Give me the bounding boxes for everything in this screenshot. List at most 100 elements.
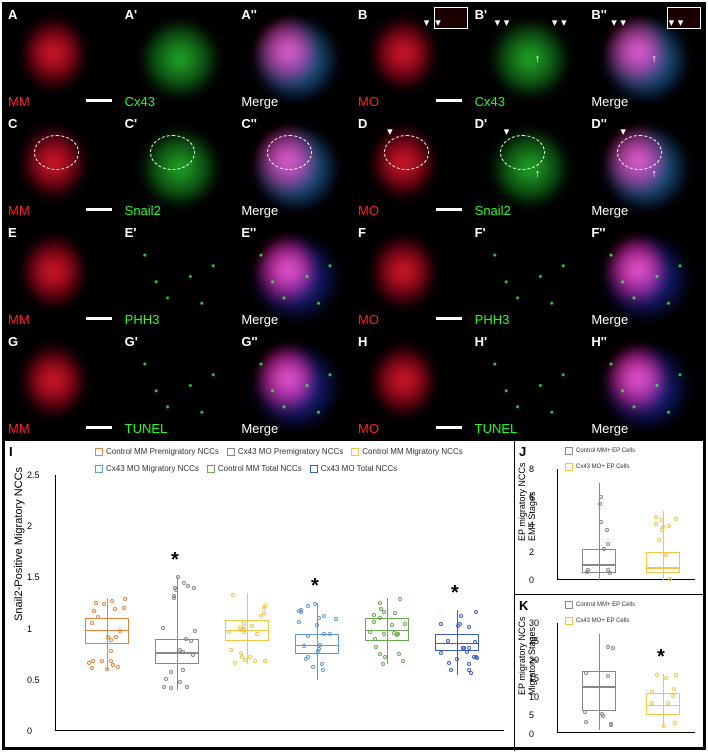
ytick-label: 6 — [529, 492, 534, 502]
ytick-label: 0.5 — [27, 675, 40, 685]
figure-container: AMMA'Cx43A''MergeBMO▾▾B'Cx43▾▾▾▾↑B''Merg… — [2, 2, 706, 750]
panel-letter: G — [8, 334, 18, 349]
panel-letter: C' — [125, 116, 137, 131]
arrow-marker: ▾ — [561, 16, 567, 29]
arrow-marker: ▾ — [435, 16, 441, 29]
channel-label: MM — [8, 312, 30, 327]
arrow-marker: ↑ — [651, 168, 657, 180]
panel-letter: H — [358, 334, 367, 349]
ytick-label: 20 — [529, 655, 539, 665]
arrow-marker: ▾ — [552, 16, 558, 29]
ytick-label: 15 — [529, 673, 539, 683]
ytick-label: 5 — [529, 710, 534, 720]
arrow-marker: ▾ — [504, 16, 510, 29]
box — [582, 671, 616, 712]
legend-item: Control MM Premigratory NCCs — [95, 447, 219, 456]
channel-label: MO — [358, 312, 379, 327]
panel-B: BMO▾▾ — [355, 5, 470, 112]
chart-I-label: I — [9, 444, 13, 459]
charts-container: I Snail2-Positive Migratory NCCs Control… — [5, 441, 703, 747]
box — [155, 639, 199, 665]
x-axis — [55, 730, 504, 731]
scalebar — [436, 426, 462, 429]
chart-K-plot: 051015202530* — [557, 623, 695, 734]
panel-C: CMM — [5, 114, 120, 221]
arrow-marker: ▾ — [387, 125, 393, 138]
chart-I-legend: Control MM Premigratory NCCs Cx43 MO Prem… — [95, 447, 495, 473]
panel-letter: B — [358, 7, 367, 22]
roi-outline — [384, 135, 429, 170]
box — [225, 620, 269, 640]
chart-I: I Snail2-Positive Migratory NCCs Control… — [5, 441, 515, 751]
panel-letter: E'' — [241, 225, 256, 240]
panel-G': G'TUNEL — [122, 332, 237, 439]
panel-H'': H''Merge — [588, 332, 703, 439]
chart-K-label: K — [519, 598, 528, 613]
chart-right-column: J EP migratory NCCsEMT Stages Control MM… — [515, 441, 703, 747]
arrow-marker: ▾ — [495, 16, 501, 29]
arrow-marker: ↑ — [535, 53, 541, 65]
y-axis — [557, 623, 558, 734]
scalebar — [436, 208, 462, 211]
chart-J-label: J — [519, 444, 526, 459]
arrow-marker: ▾ — [620, 125, 626, 138]
scalebar — [86, 426, 112, 429]
ytick-label: 1 — [27, 624, 32, 634]
channel-label: MM — [8, 94, 30, 109]
ytick-label: 30 — [529, 618, 539, 628]
scalebar — [436, 317, 462, 320]
channel-label: Snail2 — [475, 203, 511, 218]
panel-letter: F' — [475, 225, 486, 240]
channel-label: Merge — [591, 312, 628, 327]
channel-label: Merge — [241, 203, 278, 218]
y-axis — [55, 475, 56, 731]
panel-letter: D — [358, 116, 367, 131]
panel-letter: A' — [125, 7, 137, 22]
scalebar — [436, 99, 462, 102]
legend-item: Cx43 MO Premigratory NCCs — [227, 447, 343, 456]
ytick-label: 0 — [27, 726, 32, 736]
channel-label: Merge — [241, 312, 278, 327]
panel-letter: D' — [475, 116, 487, 131]
ytick-label: 2 — [529, 547, 534, 557]
legend-item: Cx43 MO Migratory NCCs — [95, 464, 199, 473]
ytick-label: 4 — [529, 520, 534, 530]
panel-letter: B'' — [591, 7, 607, 22]
ytick-label: 2 — [27, 521, 32, 531]
panel-H: HMO — [355, 332, 470, 439]
arrow-marker: ▾ — [620, 16, 626, 29]
significance-star: * — [311, 575, 319, 598]
panel-letter: B' — [475, 7, 487, 22]
legend-item: Control MM+ EP Cells — [565, 601, 635, 609]
panel-letter: F — [358, 225, 366, 240]
panel-C': C'Snail2 — [122, 114, 237, 221]
panel-B': B'Cx43▾▾▾▾↑ — [472, 5, 587, 112]
arrow-marker: ↑ — [651, 53, 657, 65]
significance-star: * — [171, 549, 179, 572]
panel-letter: E — [8, 225, 17, 240]
panel-letter: C'' — [241, 116, 257, 131]
panel-letter: F'' — [591, 225, 605, 240]
chart-J-plot: 02468 — [557, 469, 695, 580]
legend-item: Control MM Total NCCs — [207, 464, 302, 473]
panel-F': F'PHH3 — [472, 223, 587, 330]
channel-label: TUNEL — [125, 421, 168, 436]
micrograph-grid: AMMA'Cx43A''MergeBMO▾▾B'Cx43▾▾▾▾↑B''Merg… — [3, 3, 705, 441]
channel-label: Cx43 — [475, 94, 505, 109]
panel-C'': C'' Merge — [238, 114, 353, 221]
legend-item: Control MM Migratory NCCs — [351, 447, 462, 456]
channel-label: MO — [358, 94, 379, 109]
panel-letter: A'' — [241, 7, 257, 22]
ytick-label: 2.5 — [27, 470, 40, 480]
panel-G'': G''Merge — [238, 332, 353, 439]
channel-label: TUNEL — [475, 421, 518, 436]
significance-star: * — [451, 582, 459, 605]
panel-E'': E'' Merge — [238, 223, 353, 330]
panel-letter: C — [8, 116, 17, 131]
channel-label: MM — [8, 421, 30, 436]
panel-A'': A''Merge — [238, 5, 353, 112]
scalebar — [86, 99, 112, 102]
panel-A': A'Cx43 — [122, 5, 237, 112]
arrow-marker: ▾ — [678, 16, 684, 29]
x-axis — [557, 579, 695, 580]
